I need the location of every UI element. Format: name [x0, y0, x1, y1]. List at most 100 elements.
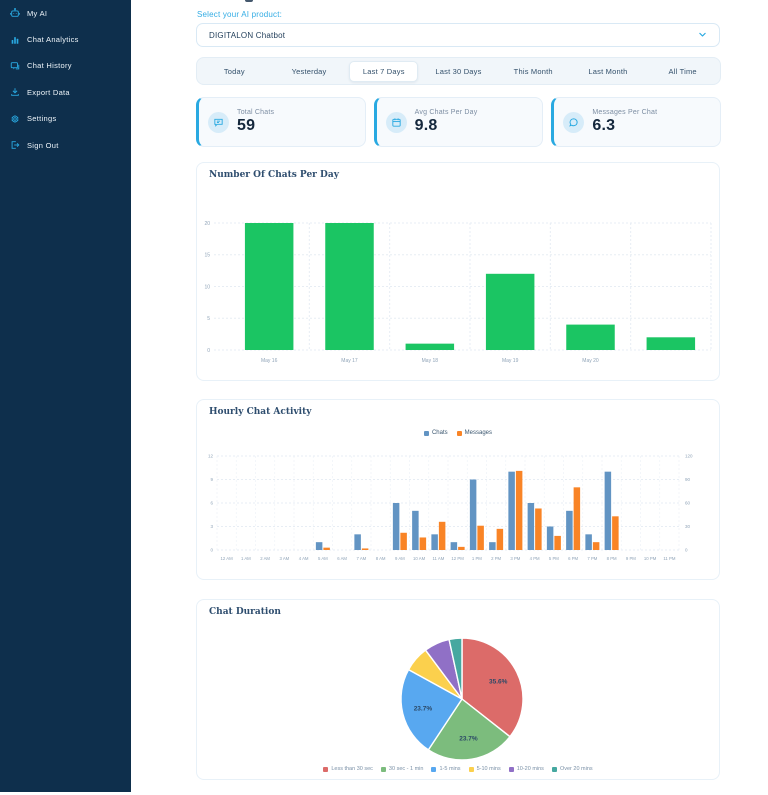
svg-text:3: 3 — [210, 524, 213, 529]
sidebar: My AI Chat Analytics Chat History — [0, 0, 131, 792]
legend-swatch — [323, 766, 329, 772]
speech-bubble-icon — [563, 111, 585, 133]
sidebar-item-sign-out[interactable]: Sign Out — [0, 132, 131, 158]
svg-text:30: 30 — [685, 524, 691, 529]
svg-text:May 18: May 18 — [422, 358, 439, 364]
legend-label: 1-5 mins — [439, 766, 461, 772]
tab-label: This Month — [513, 66, 553, 76]
svg-text:May 19: May 19 — [502, 358, 519, 364]
chat-history-icon — [10, 61, 20, 71]
legend-swatch — [468, 766, 474, 772]
tab-label: Last 7 Days — [349, 60, 419, 82]
product-select-label: Select your AI product: — [197, 10, 283, 19]
svg-text:4 AM: 4 AM — [299, 556, 309, 561]
download-icon — [10, 87, 20, 97]
legend-item: Chats — [423, 430, 448, 436]
product-select-value: DIGITALON Chatbot — [209, 30, 286, 40]
svg-text:23.7%: 23.7% — [459, 736, 478, 743]
tab-label: Yesterday — [291, 66, 327, 76]
tab-yesterday[interactable]: Yesterday — [272, 58, 347, 84]
stat-label: Messages Per Chat — [592, 109, 658, 116]
svg-text:120: 120 — [685, 454, 693, 459]
sidebar-item-chat-history[interactable]: Chat History — [0, 53, 131, 79]
sidebar-item-my-ai[interactable]: My AI — [0, 0, 131, 26]
legend-label: 30 sec - 1 min — [388, 766, 424, 772]
svg-text:0: 0 — [207, 348, 210, 354]
chevron-down-icon — [698, 26, 707, 44]
tab-last-month[interactable]: Last Month — [571, 58, 646, 84]
svg-text:11 PM: 11 PM — [663, 556, 676, 561]
sidebar-item-label: My AI — [27, 8, 48, 18]
svg-text:12 AM: 12 AM — [221, 556, 234, 561]
svg-text:0: 0 — [685, 548, 688, 553]
stat-label: Total Chats — [237, 109, 275, 116]
stat-value: 6.3 — [592, 117, 616, 134]
svg-text:20: 20 — [204, 221, 210, 227]
svg-text:3 PM: 3 PM — [510, 556, 520, 561]
legend-label: Less than 30 sec — [331, 766, 373, 772]
tab-this-month[interactable]: This Month — [496, 58, 571, 84]
svg-text:12: 12 — [208, 454, 214, 459]
svg-text:5 PM: 5 PM — [549, 556, 559, 561]
legend-swatch — [380, 766, 386, 772]
cutoff-heading-remnant — [245, 0, 253, 2]
tab-label: Today — [223, 66, 245, 76]
legend-label: Messages — [464, 430, 493, 436]
svg-text:23.7%: 23.7% — [414, 706, 433, 713]
svg-text:0: 0 — [210, 548, 213, 553]
legend-swatch — [456, 430, 462, 436]
tab-today[interactable]: Today — [197, 58, 272, 84]
legend-label: Over 20 mins — [559, 766, 593, 772]
svg-text:10 PM: 10 PM — [644, 556, 657, 561]
svg-text:90: 90 — [685, 477, 691, 482]
svg-text:9: 9 — [210, 477, 213, 482]
sign-out-icon — [10, 140, 20, 150]
stat-card-total-chats: Total Chats 59 — [196, 97, 366, 147]
svg-text:9 PM: 9 PM — [626, 556, 636, 561]
svg-text:11 AM: 11 AM — [432, 556, 444, 561]
svg-text:2 AM: 2 AM — [260, 556, 270, 561]
sidebar-item-label: Settings — [27, 114, 57, 124]
svg-text:5: 5 — [207, 316, 210, 322]
legend-item: Less than 30 sec — [323, 766, 373, 772]
tab-label: Last Month — [588, 66, 628, 76]
sidebar-item-settings[interactable]: Settings — [0, 106, 131, 132]
legend-swatch — [431, 766, 437, 772]
sidebar-item-label: Chat History — [27, 61, 72, 71]
chat-duration-chart-card: Chat Duration 35.6% 23.7% 23.7% Less than … — [196, 599, 720, 780]
bar-chart-icon — [10, 35, 20, 45]
svg-text:4 PM: 4 PM — [530, 556, 540, 561]
sidebar-item-label: Chat Analytics — [27, 35, 79, 45]
svg-text:15: 15 — [204, 253, 210, 259]
sidebar-item-label: Export Data — [27, 87, 70, 97]
legend-label: 10-20 mins — [516, 766, 544, 772]
sidebar-item-export-data[interactable]: Export Data — [0, 79, 131, 105]
legend-item: 10-20 mins — [508, 766, 544, 772]
svg-text:May 17: May 17 — [341, 358, 358, 364]
legend-swatch — [508, 766, 514, 772]
svg-text:10 AM: 10 AM — [413, 556, 426, 561]
svg-text:6 AM: 6 AM — [337, 556, 347, 561]
sidebar-item-label: Sign Out — [27, 140, 59, 150]
tab-label: All Time — [668, 66, 697, 76]
legend-item: 30 sec - 1 min — [380, 766, 424, 772]
hourly-chart-title: Hourly Chat Activity — [209, 407, 312, 417]
sidebar-item-chat-analytics[interactable]: Chat Analytics — [0, 26, 131, 52]
stat-value: 9.8 — [414, 117, 438, 134]
svg-text:35.6%: 35.6% — [489, 678, 508, 685]
product-select[interactable]: DIGITALON Chatbot — [196, 23, 720, 47]
svg-text:60: 60 — [685, 501, 691, 506]
chat-bubble-icon — [208, 111, 229, 133]
hourly-bar-chart: 0 0 3 30 6 60 9 90 12 120 12 AM 1 AM 2 AM 3 AM 4 AM 5 A… — [208, 454, 693, 561]
svg-text:10: 10 — [204, 284, 210, 290]
svg-text:6: 6 — [210, 501, 213, 506]
tab-all-time[interactable]: All Time — [645, 58, 720, 84]
robot-icon — [10, 8, 20, 18]
svg-text:1 AM: 1 AM — [241, 556, 251, 561]
gear-icon — [10, 114, 20, 124]
tab-last-7-days[interactable]: Last 7 Days — [346, 58, 421, 84]
calendar-icon — [385, 111, 407, 133]
stat-label: Avg Chats Per Day — [414, 109, 478, 116]
tab-last-30-days[interactable]: Last 30 Days — [421, 58, 496, 84]
